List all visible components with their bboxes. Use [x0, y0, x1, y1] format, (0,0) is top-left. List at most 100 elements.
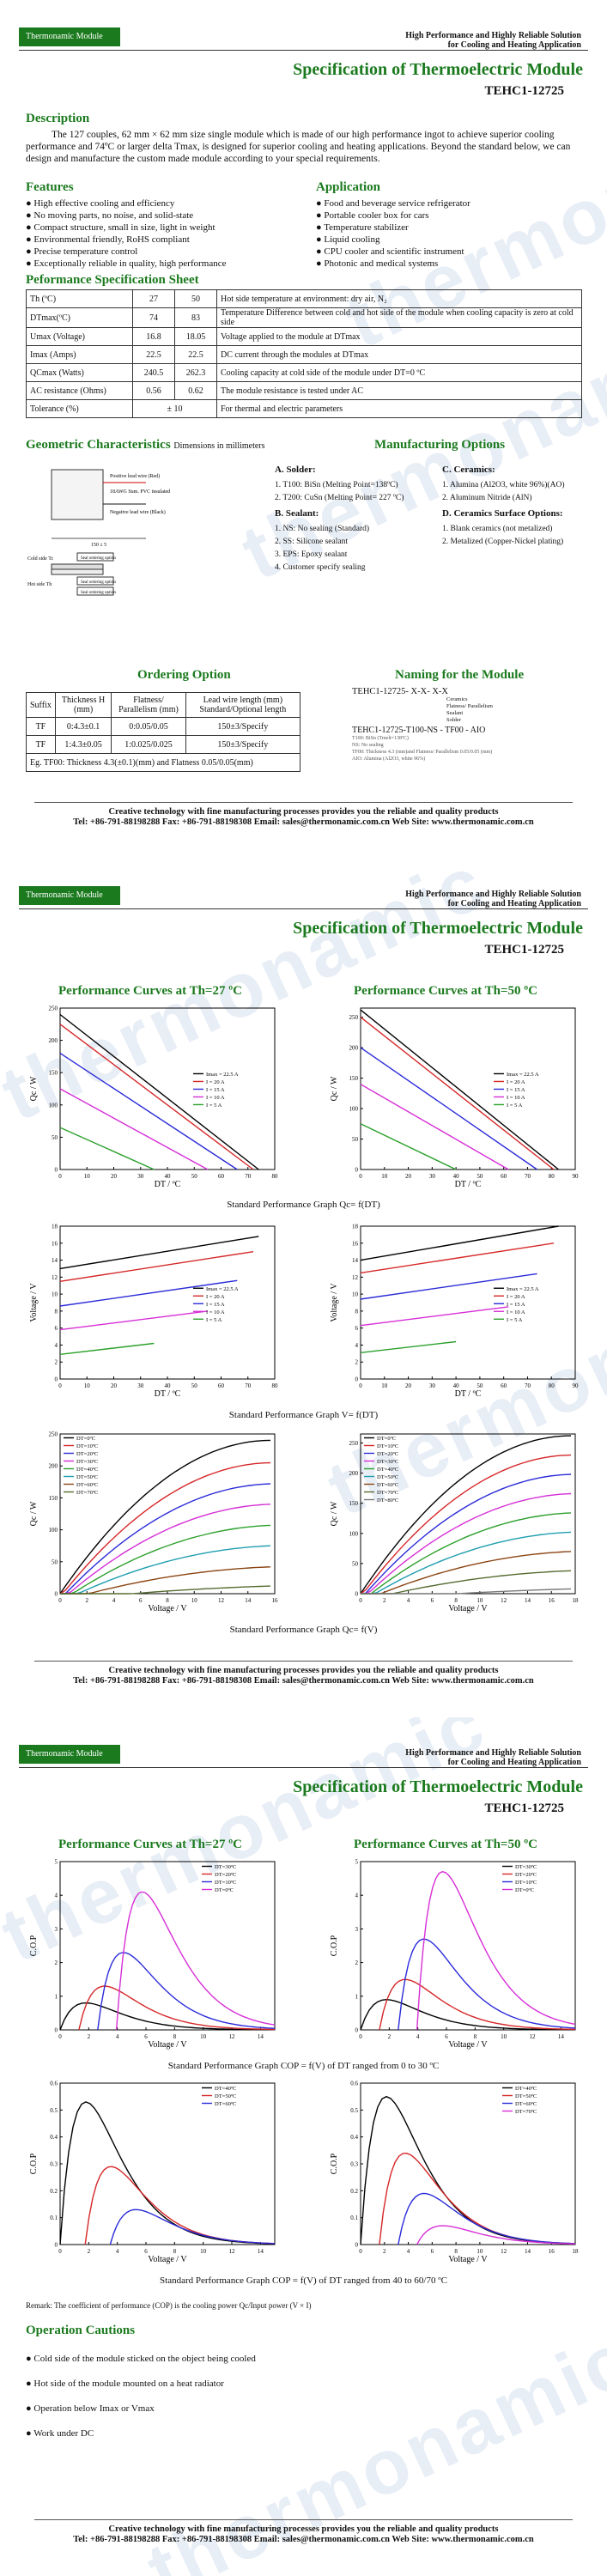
legend-label: I = 5 A: [507, 1103, 523, 1109]
x-tick-label: 10: [191, 1597, 198, 1604]
legend-label: DT=70ºC: [515, 2109, 537, 2115]
header-tagline: High Performance and Highly Reliable Sol…: [405, 1748, 581, 1767]
y-tick-label: 2: [55, 1959, 58, 1966]
header-tagline: High Performance and Highly Reliable Sol…: [405, 890, 581, 908]
x-axis-label: Voltage / V: [148, 1604, 187, 1613]
plot-frame: [360, 1007, 576, 1170]
x-axis-label: DT / ºC: [455, 1389, 482, 1399]
x-tick-label: 10: [476, 1597, 483, 1604]
list-item: ● Exceptionally reliable in quality, hig…: [26, 258, 227, 269]
y-tick-label: 4: [55, 1342, 58, 1349]
legend-label: DT=70ºC: [377, 1490, 398, 1496]
x-tick-label: 50: [476, 1173, 483, 1180]
x-tick-label: 60: [501, 1382, 507, 1389]
list-item: ● Environmental friendly, RoHS compliant: [26, 234, 190, 245]
x-tick-label: 10: [381, 1382, 388, 1389]
legend-label: DT=30ºC: [76, 1459, 98, 1465]
series-line: [361, 1492, 572, 1595]
y-tick-label: 0.1: [50, 2215, 58, 2221]
header-tagline: High Performance and Highly Reliable Sol…: [405, 31, 581, 50]
y-tick-label: 4: [355, 1893, 359, 1899]
y-axis-label: Qc / W: [330, 1076, 339, 1101]
y-tick-label: 0: [55, 2242, 58, 2249]
y-tick-label: 0: [55, 1167, 58, 1174]
list-item: ● Hot side of the module mounted on a he…: [26, 2379, 224, 2389]
legend-label: I = 15 A: [206, 1087, 225, 1093]
chart-title-right: Performance Curves at Th=50 ºC: [354, 984, 538, 998]
x-tick-label: 0: [359, 1597, 362, 1604]
x-tick-label: 8: [173, 2033, 177, 2040]
x-tick-label: 70: [525, 1382, 531, 1389]
x-tick-label: 16: [272, 1597, 279, 1604]
x-tick-label: 8: [173, 2248, 177, 2255]
series-line: [59, 1342, 155, 1355]
x-tick-label: 8: [454, 1597, 458, 1604]
model-number: TEHC1-12725: [484, 1801, 564, 1815]
chart-title-left: Performance Curves at Th=27 ºC: [58, 984, 243, 998]
legend-label: DT=10ºC: [215, 1880, 236, 1886]
legend-label: I = 5 A: [206, 1317, 222, 1323]
x-tick-label: 14: [525, 1597, 531, 1604]
x-tick-label: 8: [454, 2248, 458, 2255]
chart-caption: Standard Performance Graph Qc= f(V): [229, 1625, 378, 1635]
chart-v-dt-27: 0 10 20 30 40 50 60 70 80 0 2 4 6 8 10 12 14 16 18 DT / ºC V…: [29, 1224, 278, 1400]
series-line: [59, 1251, 254, 1282]
x-tick-label: 8: [474, 2033, 477, 2040]
series-line: [360, 1123, 457, 1170]
x-tick-label: 14: [558, 2033, 565, 2040]
series-line: [360, 1454, 572, 1595]
series-line: [59, 1024, 254, 1170]
legend-label: DT=40ºC: [76, 1467, 98, 1473]
plot-frame: [59, 1861, 276, 2031]
series-line: [360, 1306, 509, 1327]
cautions-list: ● Cold side of the module sticked on the…: [26, 2353, 575, 2452]
x-tick-label: 2: [88, 2248, 91, 2255]
legend-label: DT=20ºC: [215, 1872, 236, 1878]
x-tick-label: 12: [229, 2033, 236, 2040]
series-line: [360, 1009, 560, 1170]
plot-frame: [360, 1225, 576, 1380]
chart-cop-v-27-high: 0 2 4 6 8 10 12 14 0 0.1 0.2 0.3 0.4 0.5 0.6 Voltage / …: [29, 2081, 276, 2264]
list-item: ● Liquid cooling: [316, 234, 380, 245]
ordering-table: Suffix Thickness H (mm) Flatness/ Parallel…: [26, 692, 301, 772]
y-tick-label: 50: [352, 1560, 359, 1567]
remark: Remark: The coefficient of performance (…: [26, 2301, 312, 2310]
x-tick-label: 2: [383, 1597, 386, 1604]
x-tick-label: 4: [116, 2248, 119, 2255]
series-line: [416, 1871, 576, 2031]
model-number: TEHC1-12725: [484, 943, 564, 957]
legend-label: DT=30ºC: [215, 1864, 236, 1870]
x-tick-label: 10: [84, 1173, 91, 1180]
y-tick-label: 3: [355, 1926, 359, 1933]
y-tick-label: 2: [355, 1359, 359, 1366]
series-line: [360, 1047, 537, 1170]
legend-label: I = 20 A: [507, 1079, 525, 1085]
y-tick-label: 3: [55, 1926, 58, 1933]
x-tick-label: 20: [405, 1173, 412, 1180]
legend-label: DT=20ºC: [377, 1451, 398, 1457]
legend-label: DT=0ºC: [377, 1436, 396, 1442]
perf-table: Th (ºC) 27 50 Hot side temperature at envir…: [26, 289, 582, 418]
x-tick-label: 18: [573, 1597, 580, 1604]
y-tick-label: 0.5: [50, 2107, 58, 2114]
list-item: ● No moving parts, no noise, and solid-s…: [26, 210, 194, 221]
list-item: ● Compact structure, small in size, ligh…: [26, 222, 215, 233]
list-item: ● CPU cooler and scientific instrument: [316, 246, 464, 257]
x-tick-label: 6: [139, 1597, 143, 1604]
legend-label: Imax = 22.5 A: [507, 1286, 539, 1292]
x-tick-label: 0: [58, 1173, 62, 1180]
y-tick-label: 4: [355, 1342, 359, 1349]
y-tick-label: 0.1: [350, 2215, 358, 2221]
y-tick-label: 0: [55, 2027, 58, 2034]
perf-table-heading: Peformance Specification Sheet: [26, 273, 199, 287]
logo: Thermonamic Module: [19, 1745, 120, 1764]
y-tick-label: 50: [52, 1558, 58, 1565]
series-line: [59, 1053, 238, 1170]
legend-label: DT=40ºC: [215, 2086, 236, 2092]
y-tick-label: 12: [52, 1274, 58, 1281]
x-tick-label: 50: [191, 1173, 198, 1180]
list-item: ● Precise temperature control: [26, 246, 138, 257]
legend-label: DT=60ºC: [377, 1482, 398, 1488]
series-line: [398, 1938, 576, 2031]
